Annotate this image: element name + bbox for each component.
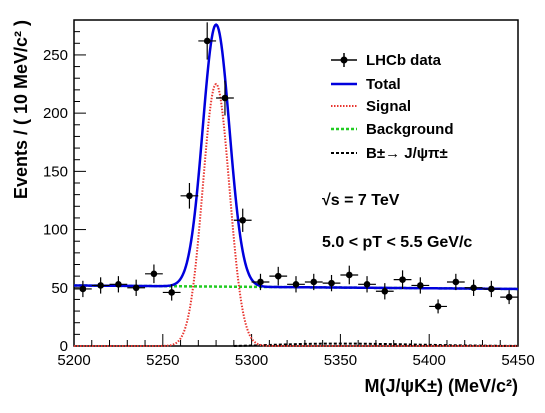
y-axis-title: Events / ( 10 MeV/c² ) bbox=[11, 20, 31, 199]
x-tick-label: 5300 bbox=[235, 352, 268, 369]
legend-label-total: Total bbox=[366, 76, 401, 93]
data-point bbox=[269, 266, 288, 286]
legend-label-peaking: B±→ J/ψπ± bbox=[366, 145, 448, 162]
data-point bbox=[429, 299, 447, 314]
y-tick-label: 150 bbox=[43, 163, 68, 180]
x-tick-label: 5350 bbox=[324, 352, 357, 369]
x-tick-label: 5250 bbox=[146, 352, 179, 369]
legend-entry-total: Total bbox=[331, 76, 401, 93]
data-point bbox=[251, 273, 270, 291]
data-point bbox=[91, 277, 110, 294]
data-point bbox=[198, 22, 217, 60]
data-point bbox=[500, 290, 518, 305]
y-tick-label: 100 bbox=[43, 222, 68, 239]
data-point bbox=[216, 80, 234, 116]
legend-label-signal: Signal bbox=[366, 98, 411, 115]
data-point bbox=[411, 277, 430, 294]
data-point bbox=[287, 276, 305, 293]
data-points bbox=[74, 22, 518, 314]
data-point bbox=[393, 270, 412, 289]
data-point bbox=[375, 283, 394, 300]
data-point bbox=[464, 279, 483, 296]
data-point bbox=[358, 276, 376, 293]
data-point bbox=[233, 208, 252, 232]
x-tick-label: 5450 bbox=[501, 352, 534, 369]
signal-curve bbox=[74, 82, 518, 347]
legend-entry-peaking: B±→ J/ψπ± bbox=[331, 145, 448, 162]
legend-label-background: Background bbox=[366, 121, 454, 138]
x-tick-label: 5200 bbox=[57, 352, 90, 369]
y-tick-label: 50 bbox=[51, 280, 68, 297]
y-tick-label: 200 bbox=[43, 105, 68, 122]
y-tick-labels: 0 50 100 150 200 250 bbox=[43, 47, 68, 355]
legend-entry-background: Background bbox=[331, 121, 454, 138]
data-point bbox=[322, 274, 341, 292]
data-point bbox=[162, 284, 181, 301]
plot-frame bbox=[73, 19, 519, 347]
data-point bbox=[74, 280, 92, 298]
y-tick-label: 250 bbox=[43, 47, 68, 64]
data-point bbox=[482, 280, 501, 298]
axis-ticks bbox=[73, 19, 519, 347]
x-axis-title: M(J/ψK±) (MeV/c²) bbox=[365, 376, 518, 396]
data-point bbox=[109, 276, 128, 293]
data-point bbox=[340, 265, 359, 285]
fit-curves bbox=[74, 23, 519, 347]
x-tick-label: 5400 bbox=[413, 352, 446, 369]
x-tick-labels: 5200 5250 5300 5350 5400 5450 bbox=[57, 352, 534, 369]
data-point bbox=[127, 279, 146, 296]
legend-entry-data: LHCb data bbox=[331, 52, 442, 69]
data-point bbox=[304, 273, 323, 291]
legend-label-data: LHCb data bbox=[366, 52, 442, 69]
data-point bbox=[446, 273, 465, 291]
data-point bbox=[145, 264, 163, 284]
y-tick-label: 0 bbox=[60, 338, 68, 355]
legend-entry-signal: Signal bbox=[331, 98, 411, 115]
annotation-pt-range: 5.0 < pT < 5.5 GeV/c bbox=[322, 234, 472, 251]
annotation-energy: √s = 7 TeV bbox=[322, 192, 400, 209]
data-point bbox=[180, 183, 199, 209]
legend: LHCb data Total Signal Background B±→ J/… bbox=[331, 52, 454, 162]
